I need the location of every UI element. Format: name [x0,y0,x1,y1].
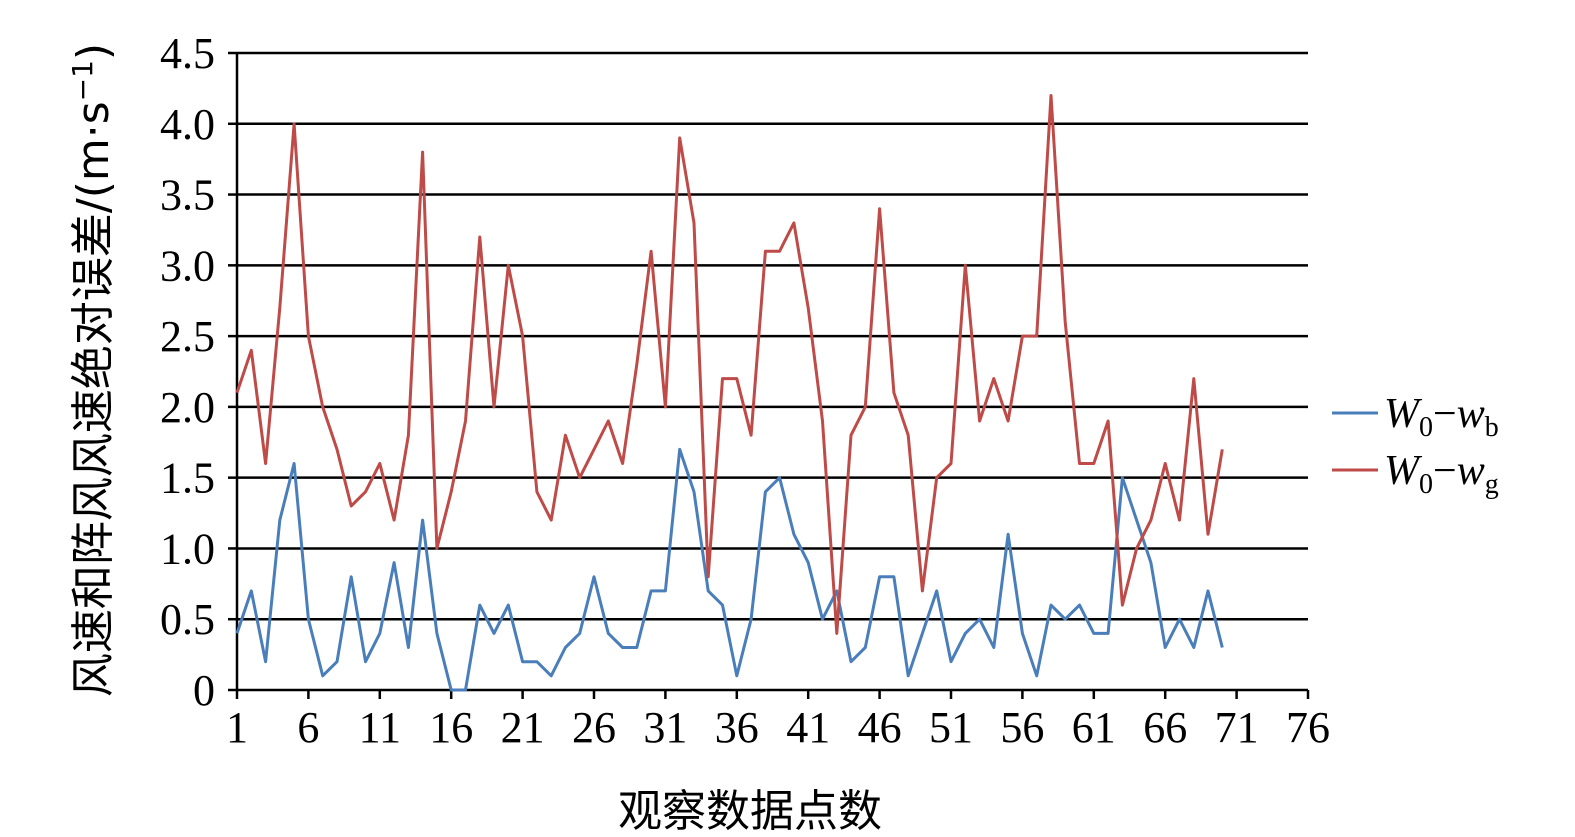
y-tick-label: 1.0 [160,524,215,573]
y-tick-label: 1.5 [160,454,215,503]
y-axis-title-main: 风速和阵风风速绝对误差/(m·s [68,101,119,697]
y-tick-label: 0 [193,666,215,715]
series-line-wg [235,94,1224,635]
gridlines [237,51,1308,621]
x-tick-label: 76 [1286,703,1330,752]
x-tick-label: 6 [297,703,319,752]
y-tick-label: 0.5 [160,595,215,644]
y-axis-title-close: ) [68,43,119,60]
x-tick-label: 1 [226,703,248,752]
x-tick-label: 51 [929,703,973,752]
x-tick-label: 21 [501,703,545,752]
x-tick-label: 61 [1072,703,1116,752]
x-tick-label: 36 [715,703,759,752]
y-tick-labels: 0 0.5 1.0 1.5 2.0 2.5 3.0 3.5 4.0 4.5 [160,29,215,715]
y-tick-label: 2.5 [160,312,215,361]
x-tick-label: 41 [786,703,830,752]
legend-item-wg: W0−wg [1332,448,1499,500]
legend-label-wb: W0−wb [1384,391,1499,443]
x-tick-label: 71 [1215,703,1259,752]
y-tick-label: 3.5 [160,171,215,220]
y-tick-label: 3.0 [160,241,215,290]
x-tick-label: 26 [572,703,616,752]
x-tick-label: 11 [359,703,401,752]
legend-label-wg: W0−wg [1384,448,1499,500]
legend-item-wb: W0−wb [1332,391,1499,443]
x-tick-label: 56 [1000,703,1044,752]
x-tick-labels: 1 6 11 16 21 26 31 36 41 46 51 56 61 66 71 76 [226,703,1330,752]
series-layer [235,94,1224,692]
x-tick-label: 46 [858,703,902,752]
series-line-wb [235,447,1224,692]
y-tick-label: 4.0 [160,100,215,149]
y-axis-title: 风速和阵风风速绝对误差/(m·s−1) [66,43,120,697]
x-axis-title: 观察数据点数 [618,786,882,837]
axes [228,51,1310,699]
legend: W0−wb W0−wg [1332,391,1499,500]
x-tick-label: 66 [1143,703,1187,752]
x-tick-label: 16 [429,703,473,752]
y-tick-label: 4.5 [160,29,215,78]
x-tick-label: 31 [643,703,687,752]
y-tick-label: 2.0 [160,383,215,432]
y-axis-title-superscript: −1 [66,60,99,101]
